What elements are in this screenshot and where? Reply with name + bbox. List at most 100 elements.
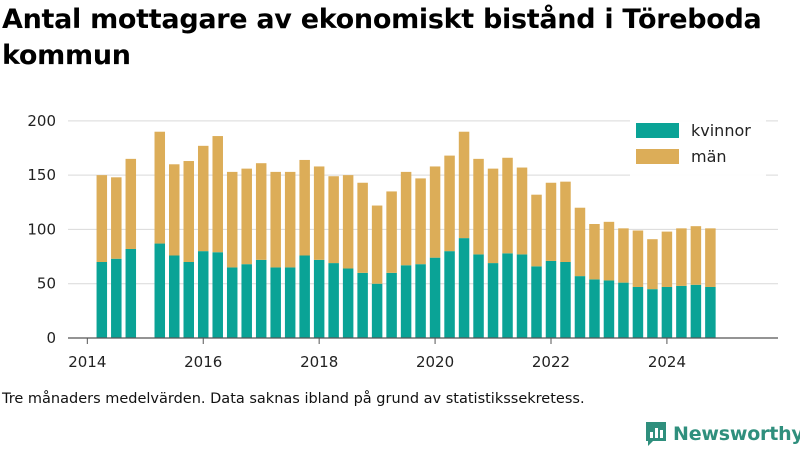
legend-label: kvinnor bbox=[691, 121, 751, 140]
bar-kvinnor bbox=[618, 282, 629, 338]
bar-man bbox=[444, 155, 455, 252]
bar-kvinnor bbox=[197, 251, 209, 338]
bar-kvinnor bbox=[589, 279, 600, 338]
bar-man bbox=[111, 177, 122, 259]
bar-man bbox=[255, 163, 267, 260]
y-tick-label: 100 bbox=[27, 220, 56, 238]
bar-man bbox=[212, 136, 223, 253]
y-tick-label: 0 bbox=[46, 329, 56, 347]
x-tick-label: 2024 bbox=[648, 353, 686, 371]
bar-kvinnor bbox=[705, 286, 716, 338]
bar-kvinnor bbox=[212, 252, 223, 338]
chart-title: Antal mottagare av ekonomiskt bistånd i … bbox=[2, 4, 762, 71]
bar-kvinnor bbox=[516, 254, 528, 338]
bar-man bbox=[371, 205, 383, 284]
bar-man bbox=[647, 239, 658, 290]
bar-kvinnor bbox=[357, 272, 368, 338]
bar-man bbox=[618, 228, 629, 283]
bar-man bbox=[502, 157, 513, 254]
bar-kvinnor bbox=[415, 264, 426, 338]
x-tick-label: 2014 bbox=[68, 353, 106, 371]
bar-kvinnor bbox=[284, 267, 296, 338]
bar-man bbox=[125, 158, 137, 249]
bar-kvinnor bbox=[400, 265, 412, 338]
bar-kvinnor bbox=[270, 267, 281, 338]
bar-kvinnor bbox=[458, 238, 470, 338]
bar-man bbox=[589, 224, 600, 280]
bar-man bbox=[473, 158, 484, 255]
x-tick-label: 2020 bbox=[416, 353, 454, 371]
bar-man bbox=[632, 230, 644, 287]
bar-man bbox=[154, 131, 166, 244]
bar-kvinnor bbox=[444, 251, 455, 338]
bar-kvinnor bbox=[183, 262, 194, 338]
bar-kvinnor bbox=[502, 253, 513, 338]
brand-logo[interactable]: Newsworthy bbox=[645, 419, 800, 449]
bar-kvinnor bbox=[125, 248, 137, 338]
y-tick-label: 200 bbox=[27, 112, 56, 130]
bar-kvinnor bbox=[632, 286, 644, 338]
bar-man bbox=[603, 221, 615, 281]
bar-man bbox=[270, 171, 281, 268]
bar-man bbox=[197, 145, 209, 252]
bar-man bbox=[458, 131, 470, 239]
bar-man bbox=[241, 168, 252, 265]
bar-man bbox=[676, 228, 687, 286]
bar-kvinnor bbox=[603, 280, 615, 338]
bar-kvinnor bbox=[647, 289, 658, 338]
bar-kvinnor bbox=[560, 262, 571, 338]
bar-man bbox=[357, 182, 368, 273]
bar-man bbox=[560, 181, 571, 262]
bar-kvinnor bbox=[255, 259, 267, 338]
bar-man bbox=[574, 207, 586, 277]
bar-kvinnor bbox=[386, 272, 397, 338]
bar-kvinnor bbox=[111, 258, 122, 338]
brand-name: Newsworthy bbox=[673, 423, 800, 445]
bar-man bbox=[690, 226, 702, 285]
legend-label: män bbox=[691, 147, 727, 166]
bar-man bbox=[545, 182, 557, 261]
bar-kvinnor bbox=[299, 255, 310, 338]
bar-man bbox=[386, 191, 397, 273]
legend-swatch bbox=[636, 123, 679, 138]
bar-kvinnor bbox=[429, 257, 441, 338]
bar-man bbox=[415, 178, 426, 265]
bar-kvinnor bbox=[169, 255, 180, 338]
bar-man bbox=[96, 175, 108, 262]
bar-kvinnor bbox=[690, 284, 702, 338]
y-tick-label: 150 bbox=[27, 166, 56, 184]
bar-kvinnor bbox=[371, 283, 383, 338]
bar-kvinnor bbox=[226, 267, 238, 338]
bar-man bbox=[531, 194, 542, 267]
bar-man bbox=[342, 175, 354, 269]
x-tick-label: 2018 bbox=[300, 353, 338, 371]
chart-note: Tre månaders medelvärden. Data saknas ib… bbox=[2, 391, 585, 407]
bar-kvinnor bbox=[96, 262, 108, 338]
x-tick-label: 2022 bbox=[532, 353, 570, 371]
bar-man bbox=[705, 228, 716, 287]
bar-kvinnor bbox=[328, 263, 339, 338]
bar-man bbox=[313, 166, 325, 260]
bar-kvinnor bbox=[473, 254, 484, 338]
bar-kvinnor bbox=[661, 286, 673, 338]
legend-swatch bbox=[636, 149, 679, 164]
bar-man bbox=[487, 168, 499, 264]
bar-man bbox=[183, 161, 194, 262]
bar-kvinnor bbox=[342, 268, 354, 338]
bar-man bbox=[661, 231, 673, 287]
bar-man bbox=[400, 171, 412, 266]
bar-kvinnor bbox=[531, 266, 542, 338]
x-axis: 2014 2016 2018 2020 2022 2024 bbox=[68, 337, 778, 371]
bar-kvinnor bbox=[241, 264, 252, 338]
bar-man bbox=[299, 159, 310, 256]
stacked-bar-chart: 2014 2016 2018 2020 2022 2024 0 50 100 150 200 kv… bbox=[27, 112, 778, 371]
legend: kvinnor män bbox=[630, 118, 766, 176]
bar-kvinnor bbox=[487, 263, 499, 338]
bar-man bbox=[516, 167, 528, 255]
bar-kvinnor bbox=[154, 243, 166, 338]
bar-kvinnor bbox=[313, 259, 325, 338]
bar-man bbox=[169, 164, 180, 256]
bar-man bbox=[429, 166, 441, 258]
bar-man bbox=[328, 176, 339, 264]
y-tick-label: 50 bbox=[37, 275, 56, 293]
